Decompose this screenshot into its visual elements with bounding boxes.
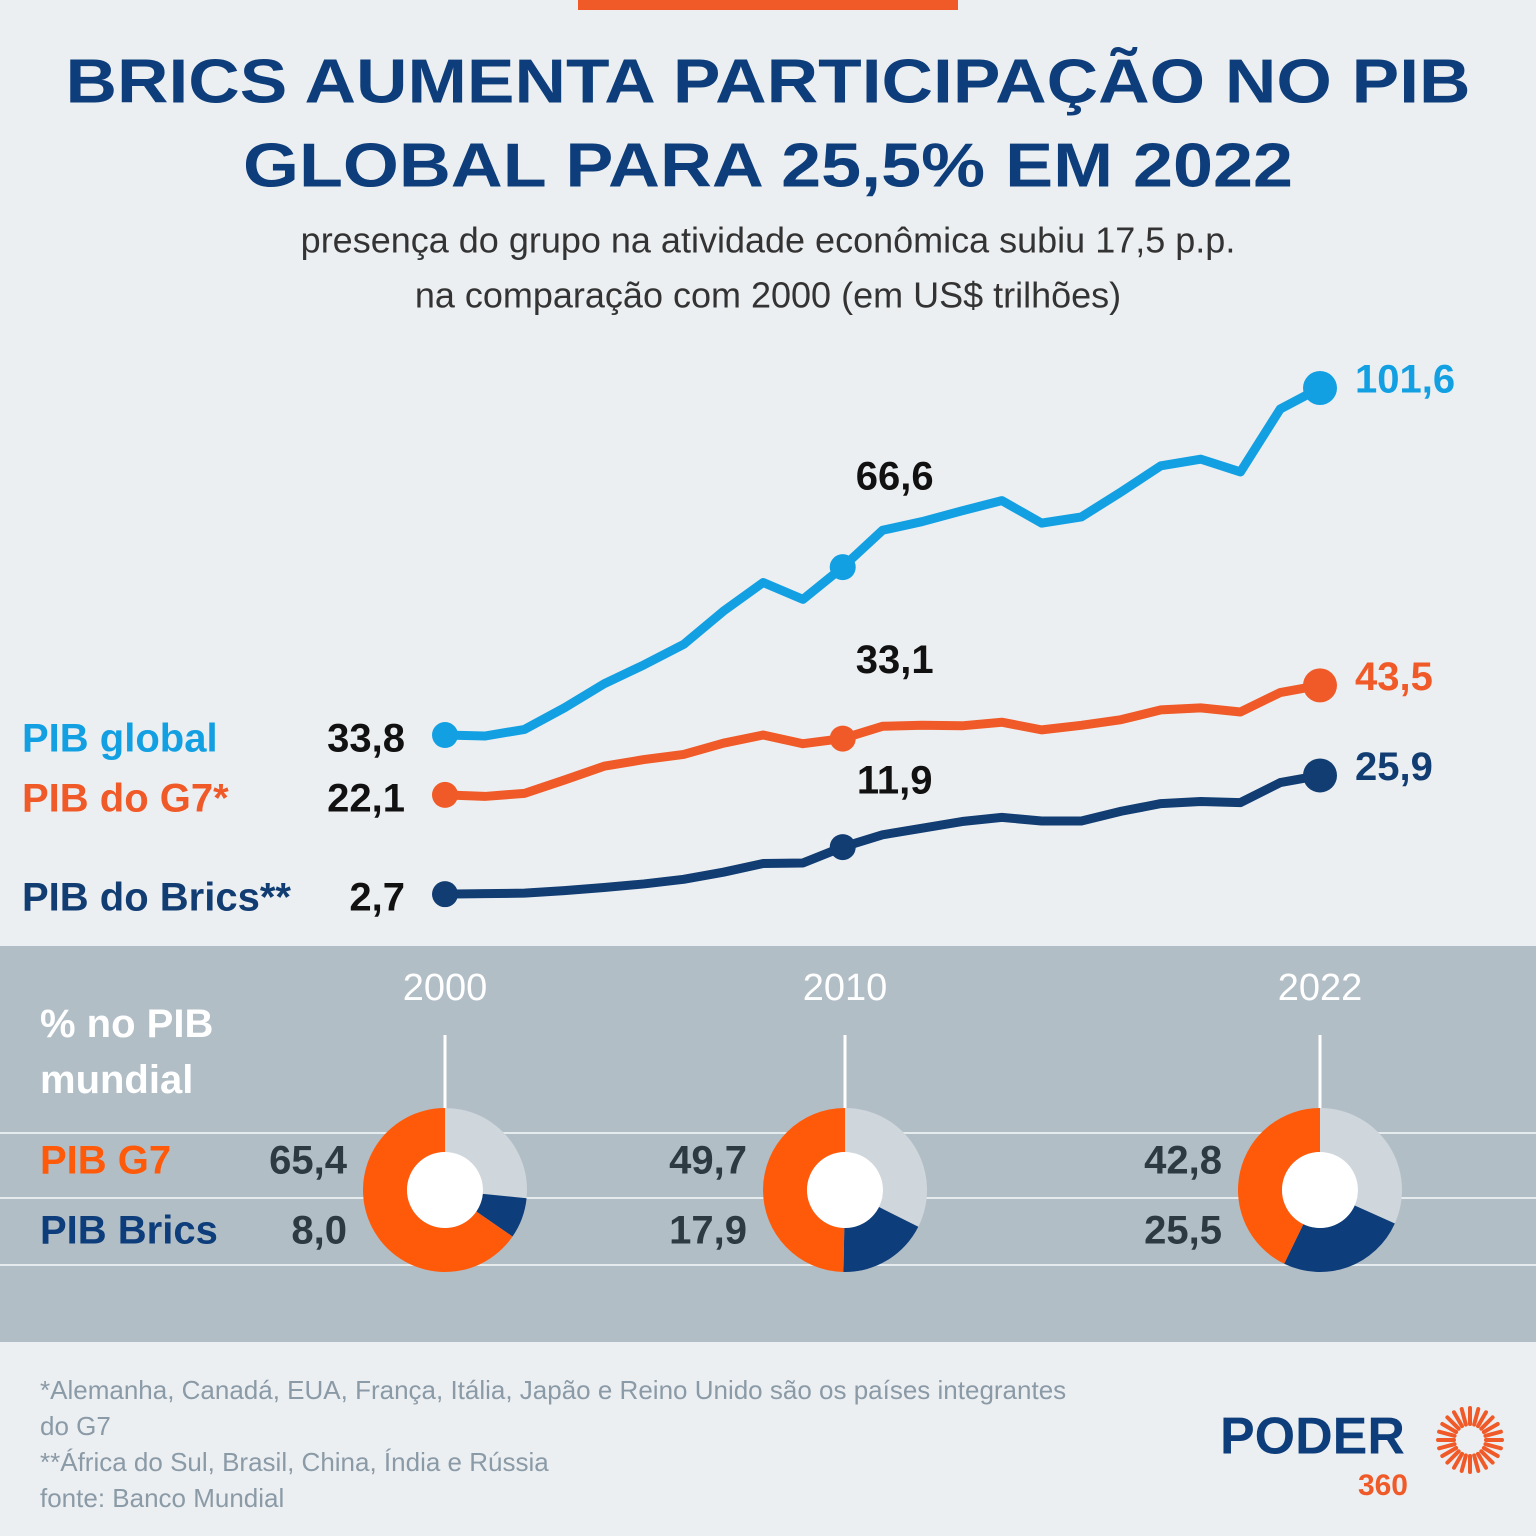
sun-ray: [1476, 1410, 1488, 1429]
title-line: BRICS AUMENTA PARTICIPAÇÃO NO PIB: [66, 47, 1471, 116]
legend-label: PIB do G7*: [22, 776, 229, 820]
footnote: fonte: Banco Mundial: [40, 1483, 285, 1513]
sun-ray: [1472, 1407, 1481, 1427]
year-label: 2010: [803, 967, 888, 1009]
donut-segment: [1320, 1108, 1402, 1224]
donut-hole: [1282, 1152, 1358, 1228]
footnote: **África do Sul, Brasil, China, Índia e …: [40, 1447, 549, 1477]
point: [432, 881, 458, 908]
line-series: [444, 680, 1321, 801]
sun-ray: [1452, 1410, 1464, 1429]
sun-ray: [1483, 1429, 1503, 1438]
donut-segment: [843, 1207, 919, 1272]
title-line: GLOBAL PARA 25,5% EM 2022: [243, 131, 1293, 200]
value-label: 33,8: [327, 717, 405, 761]
sun-ray: [1481, 1446, 1500, 1458]
donut-segment: [762, 1108, 845, 1272]
logo-sun: [1436, 1406, 1504, 1474]
line-series: [444, 771, 1321, 899]
donut-hole: [407, 1152, 483, 1228]
subtitle-line: presença do grupo na atividade econômica…: [301, 220, 1236, 261]
donut-segment: [845, 1108, 927, 1227]
sun-ray: [1483, 1442, 1503, 1451]
donut-title: % no PIB mundial: [40, 1002, 214, 1102]
value-label: 11,9: [857, 759, 933, 803]
donut-segment: [1237, 1108, 1320, 1264]
value-label: 25,5: [1144, 1209, 1222, 1253]
point: [432, 781, 458, 808]
value-label: 42,8: [1144, 1139, 1222, 1183]
value-label: 49,7: [669, 1139, 747, 1183]
sun-ray: [1479, 1415, 1495, 1431]
donut-segment: [445, 1108, 527, 1199]
row-label: PIB Brics: [40, 1209, 218, 1253]
sun-ray: [1452, 1451, 1464, 1470]
sun-ray: [1445, 1449, 1461, 1465]
value-label: 33,1: [856, 638, 934, 682]
sun-ray: [1459, 1407, 1468, 1427]
footnote: *Alemanha, Canadá, EUA, França, Itália, …: [40, 1375, 1067, 1441]
value-label: 101,6: [1355, 358, 1455, 402]
point: [1303, 758, 1337, 793]
point: [829, 834, 856, 861]
legend-label: PIB do Brics**: [22, 876, 291, 920]
value-label: 25,9: [1355, 745, 1433, 789]
donut-hole: [807, 1152, 883, 1228]
sun-ray: [1479, 1449, 1495, 1465]
donut-segment: [1284, 1205, 1395, 1272]
footnotes: *Alemanha, Canadá, EUA, França, Itália, …: [40, 1372, 1080, 1516]
value-label: 65,4: [269, 1139, 348, 1183]
value-label: 17,9: [669, 1209, 747, 1253]
logo-name: PODER: [1220, 1408, 1405, 1466]
value-label: 22,1: [327, 776, 405, 820]
donut-segment: [476, 1193, 527, 1237]
legend-label: PIB global: [22, 717, 218, 761]
value-label: 43,5: [1355, 655, 1433, 699]
point: [432, 722, 458, 749]
sun-ray: [1481, 1422, 1500, 1434]
sun-ray: [1440, 1446, 1459, 1458]
sun-ray: [1459, 1453, 1468, 1473]
sun-ray: [1472, 1453, 1481, 1473]
logo-number: 360: [1358, 1469, 1408, 1502]
point: [1303, 668, 1337, 703]
sun-ray: [1476, 1451, 1488, 1470]
sun-ray: [1440, 1422, 1459, 1434]
year-label: 2000: [403, 967, 488, 1009]
point: [1303, 371, 1337, 405]
subtitle-line: na comparação com 2000 (em US$ trilhões): [415, 275, 1121, 316]
sun-ray: [1437, 1442, 1457, 1451]
year-label: 2022: [1278, 967, 1363, 1009]
sun-ray: [1437, 1429, 1457, 1438]
value-label: 2,7: [349, 876, 405, 920]
value-label: 8,0: [291, 1209, 347, 1253]
point: [829, 554, 856, 581]
sun-ray: [1445, 1415, 1461, 1431]
logo: PODER 360: [1220, 1406, 1504, 1502]
point: [829, 725, 856, 752]
value-label: 66,6: [856, 455, 934, 499]
top-accent: [578, 0, 958, 10]
donut-segment: [363, 1108, 513, 1272]
line-series: [444, 384, 1323, 741]
row-label: PIB G7: [40, 1139, 171, 1183]
